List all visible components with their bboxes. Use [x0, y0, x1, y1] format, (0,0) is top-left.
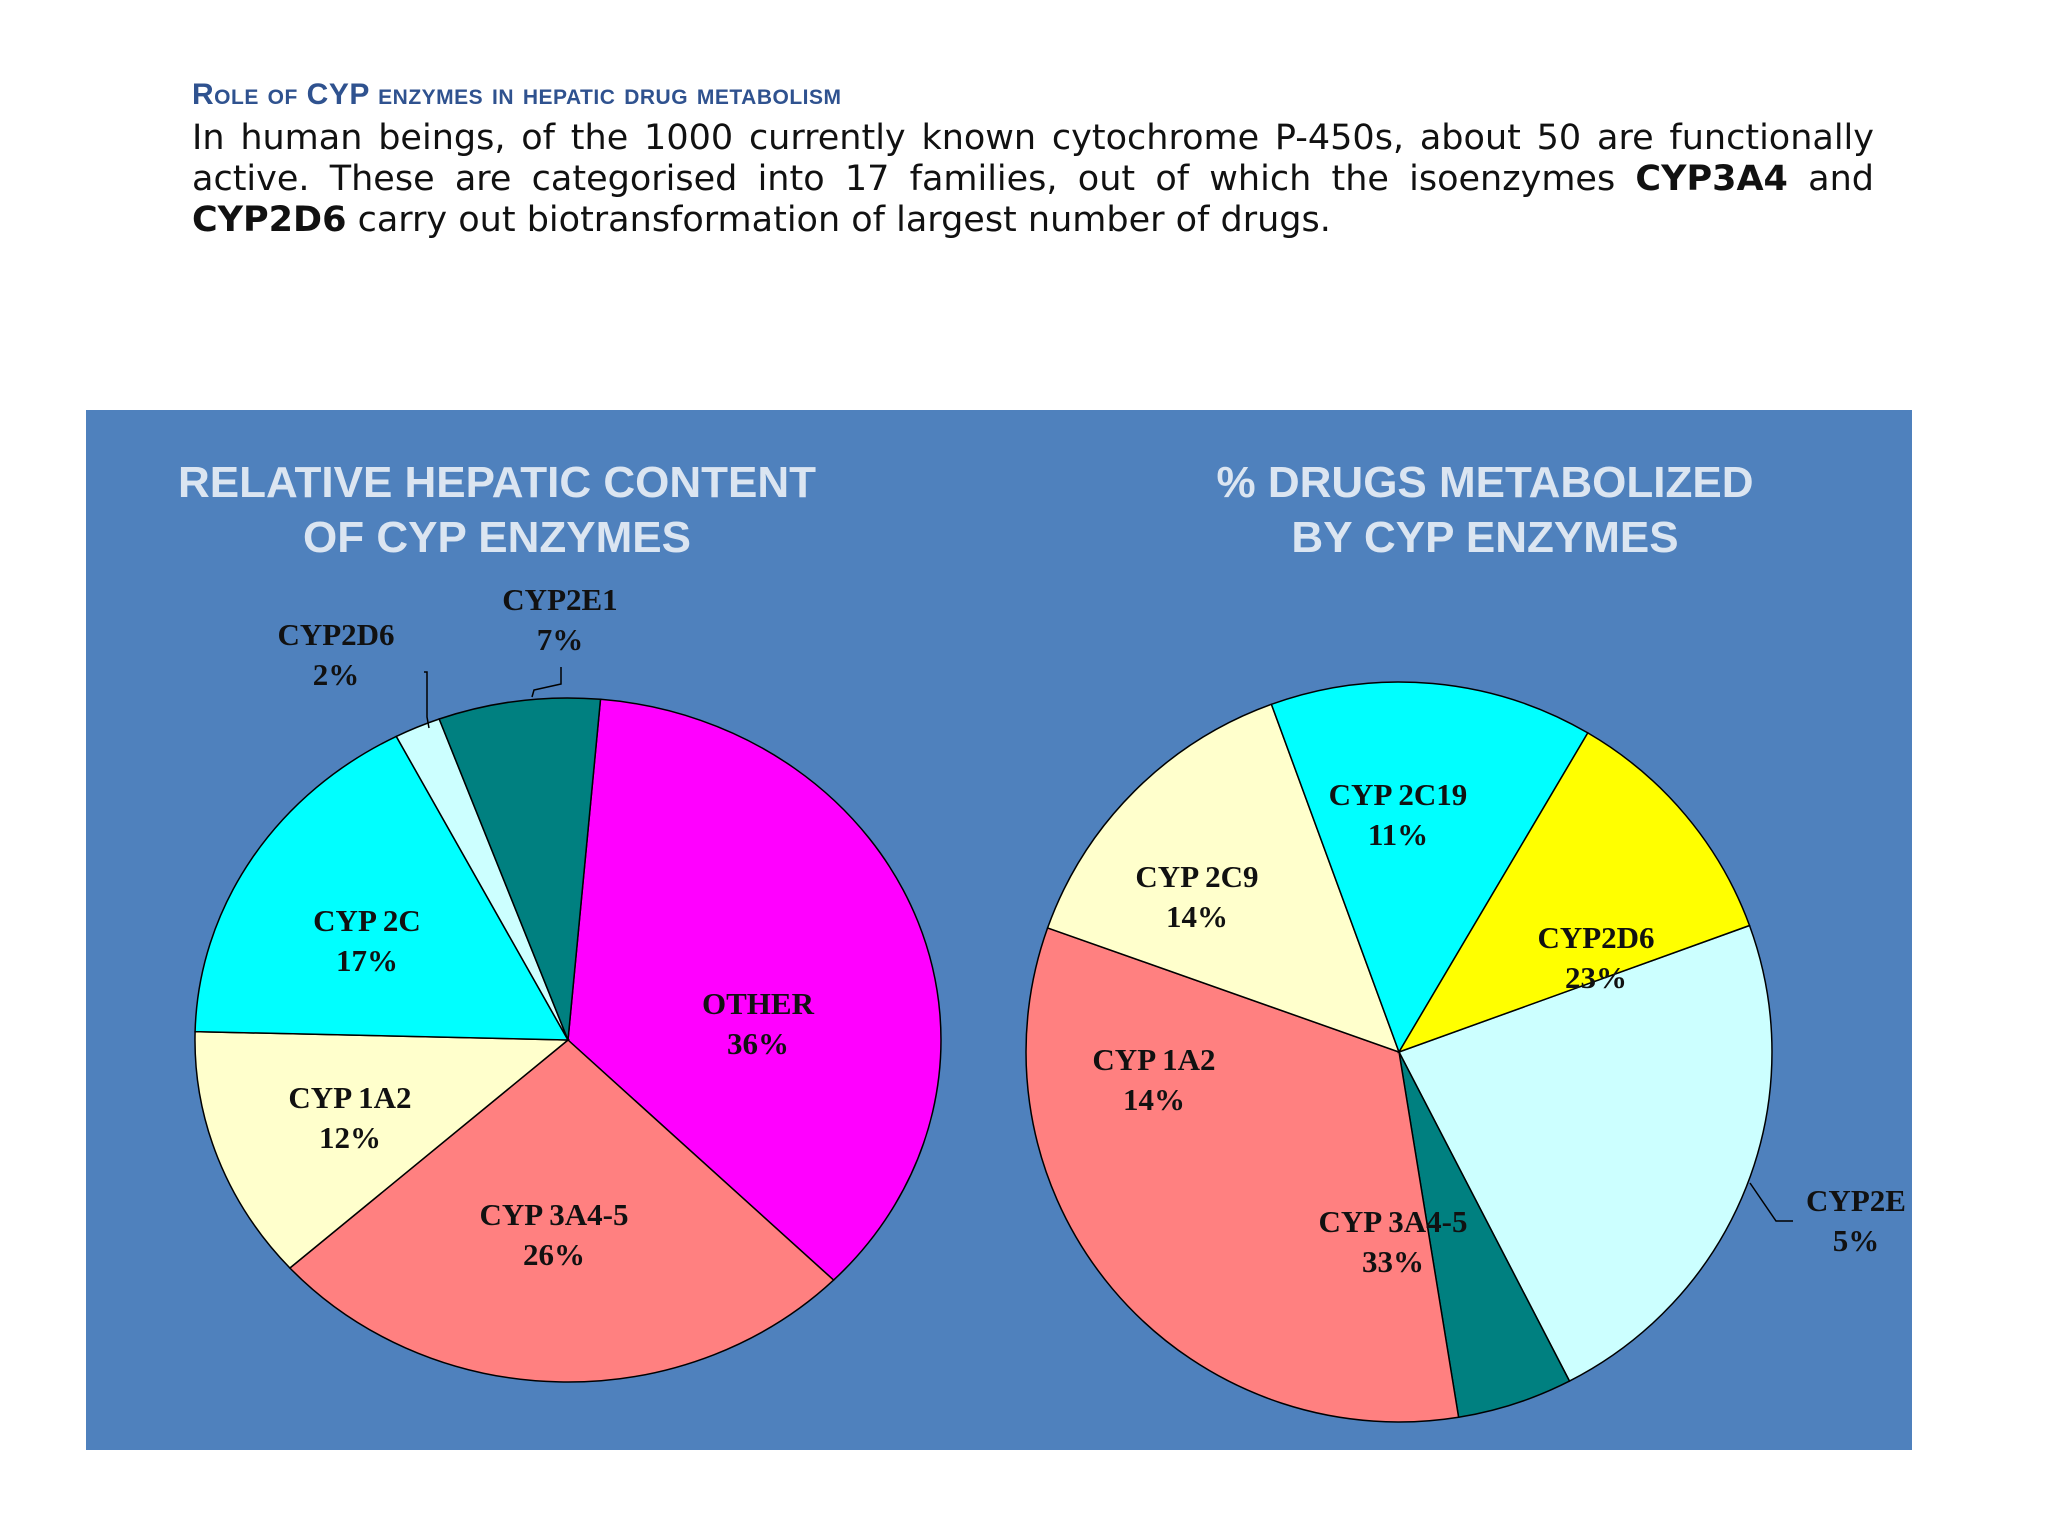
chart-1-label-other: OTHER — [702, 986, 815, 1021]
chart-1-label-cyp-3a4-5: CYP 3A4-5 — [480, 1197, 629, 1232]
chart-2-label-cyp2e: CYP2E — [1806, 1183, 1906, 1218]
chart-2-label-cyp-2c19: CYP 2C19 — [1329, 777, 1468, 812]
chart-2-value-cyp2d6: 23% — [1565, 960, 1627, 995]
chart-1-value-cyp-3a4-5: 26% — [523, 1237, 585, 1272]
bold-cyp2d6: CYP2D6 — [192, 200, 347, 240]
chart-1-leader-cyp2e1 — [531, 667, 562, 698]
chart-1-label-cyp2e1: CYP2E1 — [502, 582, 617, 617]
chart-1-leader-cyp2d6 — [424, 671, 430, 729]
charts-panel: RELATIVE HEPATIC CONTENT OF CYP ENZYMES OT… — [86, 410, 1912, 1450]
para-mid: and — [1787, 159, 1874, 199]
chart-1-title-line-1: RELATIVE HEPATIC CONTENT — [178, 458, 816, 507]
charts-svg: RELATIVE HEPATIC CONTENT OF CYP ENZYMES OT… — [178, 458, 1906, 1423]
intro-paragraph: In human beings, of the 1000 currently k… — [192, 118, 1874, 241]
para-start: In human beings, of the 1000 currently k… — [192, 118, 1874, 199]
chart-1-label-cyp-2c: CYP 2C — [313, 903, 421, 938]
chart-2-label-cyp-3a4-5: CYP 3A4-5 — [1319, 1204, 1468, 1239]
chart-2-label-cyp-1a2: CYP 1A2 — [1092, 1042, 1215, 1077]
chart-1-title-line-2: OF CYP ENZYMES — [303, 513, 691, 562]
chart-2-slice-cyp-2c9 — [1270, 681, 1589, 1054]
chart-2-slice-cyp2d6 — [1397, 924, 1773, 1383]
chart-2-value-cyp-3a4-5: 33% — [1362, 1244, 1424, 1279]
chart-1-slice-other — [567, 698, 942, 1282]
chart-2-value-cyp-1a2: 14% — [1123, 1082, 1185, 1117]
chart-2-title-line-2: BY CYP ENZYMES — [1291, 513, 1678, 562]
chart-1-slice-cyp-1a2 — [194, 1030, 571, 1270]
chart-2-title-line-1: % DRUGS METABOLIZED — [1217, 458, 1754, 507]
page-title: Role of CYP enzymes in hepatic drug meta… — [192, 78, 842, 111]
chart-2-slice-cyp-3a4-5 — [1025, 926, 1460, 1423]
chart-1-slice-cyp2e1 — [438, 697, 602, 1041]
para-end: carry out biotransformation of largest n… — [346, 200, 1331, 240]
chart-1-value-cyp-1a2: 12% — [319, 1120, 381, 1155]
chart-1-value-cyp2d6: 2% — [313, 657, 360, 692]
chart-1-slice-cyp-3a4-5 — [288, 1039, 835, 1383]
chart-2-leader-cyp2e — [1749, 1182, 1793, 1222]
chart-1-label-cyp-1a2: CYP 1A2 — [288, 1080, 411, 1115]
chart-1-slice-cyp-2c — [194, 735, 570, 1041]
chart-2-label-cyp2d6: CYP2D6 — [1537, 920, 1654, 955]
chart-1-value-cyp-2c: 17% — [336, 943, 398, 978]
chart-2-value-cyp-2c9: 14% — [1166, 899, 1228, 934]
chart-2-slice-cyp-1a2 — [1046, 703, 1401, 1054]
bold-cyp3a4: CYP3A4 — [1635, 159, 1788, 199]
chart-1-label-cyp2d6: CYP2D6 — [277, 617, 394, 652]
chart-1-value-other: 36% — [727, 1026, 789, 1061]
chart-2-slice-cyp-2c19 — [1397, 731, 1751, 1054]
chart-2-value-cyp-2c19: 11% — [1368, 817, 1428, 852]
chart-2-label-cyp-2c9: CYP 2C9 — [1135, 859, 1258, 894]
chart-1-value-cyp2e1: 7% — [537, 622, 584, 657]
chart-2-value-cyp2e: 5% — [1833, 1223, 1880, 1258]
